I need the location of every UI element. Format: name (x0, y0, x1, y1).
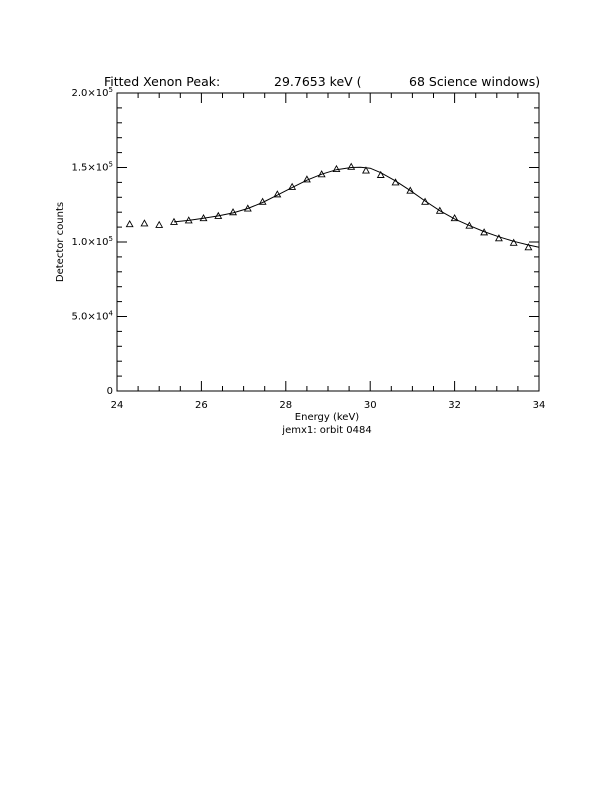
plot-border (116, 92, 540, 392)
y-tick-label: 1.0×105 (72, 235, 113, 248)
chart-title-label: Fitted Xenon Peak: (104, 74, 220, 89)
y-tick-label: 5.0×104 (72, 310, 114, 323)
x-tick-label: 28 (279, 400, 292, 411)
y-axis: 0 5.0×104 1.0×105 1.5×105 2.0×105 (72, 86, 539, 397)
x-tick-label: 32 (448, 400, 461, 411)
data-point (362, 166, 370, 174)
x-tick-label: 34 (533, 400, 546, 411)
chart-title-windows: 68 Science windows) (409, 74, 540, 89)
x-axis-label: Energy (keV) (295, 412, 360, 423)
chart-title-energy: 29.7653 keV ( (274, 74, 362, 89)
data-point (155, 220, 164, 228)
plot-frame (116, 92, 540, 392)
x-tick-label: 30 (364, 400, 377, 411)
data-point (406, 186, 415, 194)
fit-curve (173, 166, 540, 248)
y-tick-label: 0 (107, 386, 113, 397)
data-point (509, 238, 518, 246)
y-axis-label: Detector counts (55, 202, 66, 282)
data-point (347, 162, 356, 170)
data-point (125, 219, 134, 228)
data-point (435, 206, 444, 214)
chart-footer: jemx1: orbit 0484 (281, 425, 371, 436)
y-tick-label: 1.5×105 (72, 161, 113, 174)
data-point (229, 208, 238, 216)
data-point (524, 243, 533, 251)
x-tick-label: 24 (111, 400, 124, 411)
x-tick-label: 26 (195, 400, 208, 411)
data-point (332, 164, 341, 173)
data-point (494, 234, 503, 242)
plot-area (125, 162, 540, 251)
data-point (376, 170, 385, 178)
y-tick-label: 2.0×105 (72, 86, 113, 99)
x-axis: 24 26 28 30 32 34 (111, 93, 546, 411)
data-point (140, 219, 149, 227)
